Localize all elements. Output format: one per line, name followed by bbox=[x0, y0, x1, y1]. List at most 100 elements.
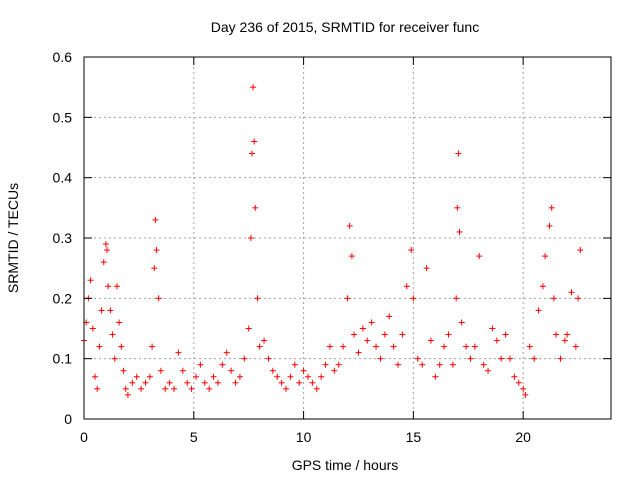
data-point bbox=[542, 253, 549, 260]
data-point bbox=[373, 343, 380, 350]
data-point bbox=[171, 385, 178, 392]
data-point bbox=[511, 373, 518, 380]
data-point bbox=[377, 355, 384, 362]
data-point bbox=[520, 385, 527, 392]
data-point bbox=[344, 295, 351, 302]
data-point bbox=[252, 204, 259, 211]
data-point bbox=[113, 283, 120, 290]
data-point bbox=[256, 343, 263, 350]
data-point bbox=[102, 241, 109, 248]
data-point bbox=[236, 373, 243, 380]
data-point bbox=[309, 379, 316, 386]
data-point bbox=[539, 283, 546, 290]
data-point bbox=[129, 379, 136, 386]
data-point bbox=[261, 337, 268, 344]
data-point bbox=[151, 265, 158, 272]
x-tick-label: 10 bbox=[296, 429, 312, 445]
data-point bbox=[197, 361, 204, 368]
tick-labels: 0 0.1 0.2 0.3 0.4 0.5 0.6 0 5 10 15 20 bbox=[53, 49, 532, 445]
data-point bbox=[133, 373, 140, 380]
data-point bbox=[166, 379, 173, 386]
data-point bbox=[278, 379, 285, 386]
data-point bbox=[455, 150, 462, 157]
data-point bbox=[432, 373, 439, 380]
data-point bbox=[564, 331, 571, 338]
data-point bbox=[526, 343, 533, 350]
data-point bbox=[287, 373, 294, 380]
data-point bbox=[153, 247, 160, 254]
y-tick-label: 0 bbox=[64, 411, 72, 427]
data-point bbox=[124, 391, 131, 398]
data-point bbox=[515, 379, 522, 386]
data-point bbox=[291, 361, 298, 368]
data-point bbox=[98, 307, 105, 314]
data-point bbox=[506, 355, 513, 362]
data-point bbox=[480, 361, 487, 368]
x-tick-label: 0 bbox=[80, 429, 88, 445]
data-point bbox=[572, 343, 579, 350]
data-point bbox=[410, 295, 417, 302]
data-point bbox=[111, 355, 118, 362]
data-point bbox=[107, 307, 114, 314]
data-point bbox=[368, 319, 375, 326]
data-point bbox=[453, 295, 460, 302]
data-point bbox=[419, 361, 426, 368]
data-point bbox=[250, 84, 257, 91]
chart-title: Day 236 of 2015, SRMTID for receiver fun… bbox=[211, 19, 479, 35]
data-point bbox=[476, 253, 483, 260]
data-point bbox=[245, 325, 252, 332]
data-point bbox=[155, 295, 162, 302]
data-point bbox=[116, 319, 123, 326]
axis-ticks bbox=[83, 56, 611, 420]
data-point bbox=[223, 349, 230, 356]
y-tick-label: 0.2 bbox=[53, 290, 73, 306]
data-point bbox=[296, 379, 303, 386]
data-point bbox=[546, 222, 553, 229]
data-point bbox=[247, 235, 254, 241]
data-point bbox=[91, 373, 98, 380]
data-point bbox=[326, 343, 333, 350]
data-point bbox=[318, 373, 325, 380]
data-point bbox=[146, 373, 153, 380]
data-point bbox=[381, 331, 388, 338]
data-point bbox=[359, 325, 366, 332]
data-point bbox=[553, 331, 560, 338]
data-point bbox=[399, 331, 406, 338]
data-point bbox=[575, 295, 582, 302]
data-point bbox=[265, 355, 272, 362]
data-point bbox=[445, 331, 452, 338]
data-point bbox=[522, 391, 529, 398]
data-point bbox=[96, 343, 103, 350]
data-point bbox=[489, 325, 496, 332]
data-point bbox=[346, 222, 353, 229]
data-point bbox=[162, 385, 169, 392]
data-point bbox=[89, 325, 96, 332]
data-point bbox=[454, 204, 461, 211]
data-point bbox=[201, 379, 208, 386]
data-point bbox=[179, 367, 186, 374]
data-point bbox=[463, 343, 470, 350]
data-point bbox=[441, 343, 448, 350]
y-tick-label: 0.3 bbox=[53, 230, 73, 246]
data-point bbox=[408, 247, 415, 254]
data-point bbox=[471, 343, 478, 350]
data-point bbox=[355, 349, 362, 356]
data-point bbox=[335, 361, 342, 368]
data-point bbox=[283, 385, 290, 392]
y-tick-label: 0.4 bbox=[53, 170, 73, 186]
data-point bbox=[104, 247, 111, 254]
data-point bbox=[386, 313, 393, 320]
x-tick-label: 5 bbox=[190, 429, 198, 445]
data-point bbox=[550, 295, 557, 302]
data-point bbox=[219, 361, 226, 368]
data-point bbox=[210, 373, 217, 380]
data-point bbox=[456, 228, 463, 235]
data-point bbox=[351, 331, 358, 338]
data-point bbox=[105, 283, 112, 290]
data-point bbox=[557, 355, 564, 362]
y-tick-label: 0.1 bbox=[53, 351, 73, 367]
data-point bbox=[184, 379, 191, 386]
y-tick-label: 0.6 bbox=[53, 49, 73, 65]
